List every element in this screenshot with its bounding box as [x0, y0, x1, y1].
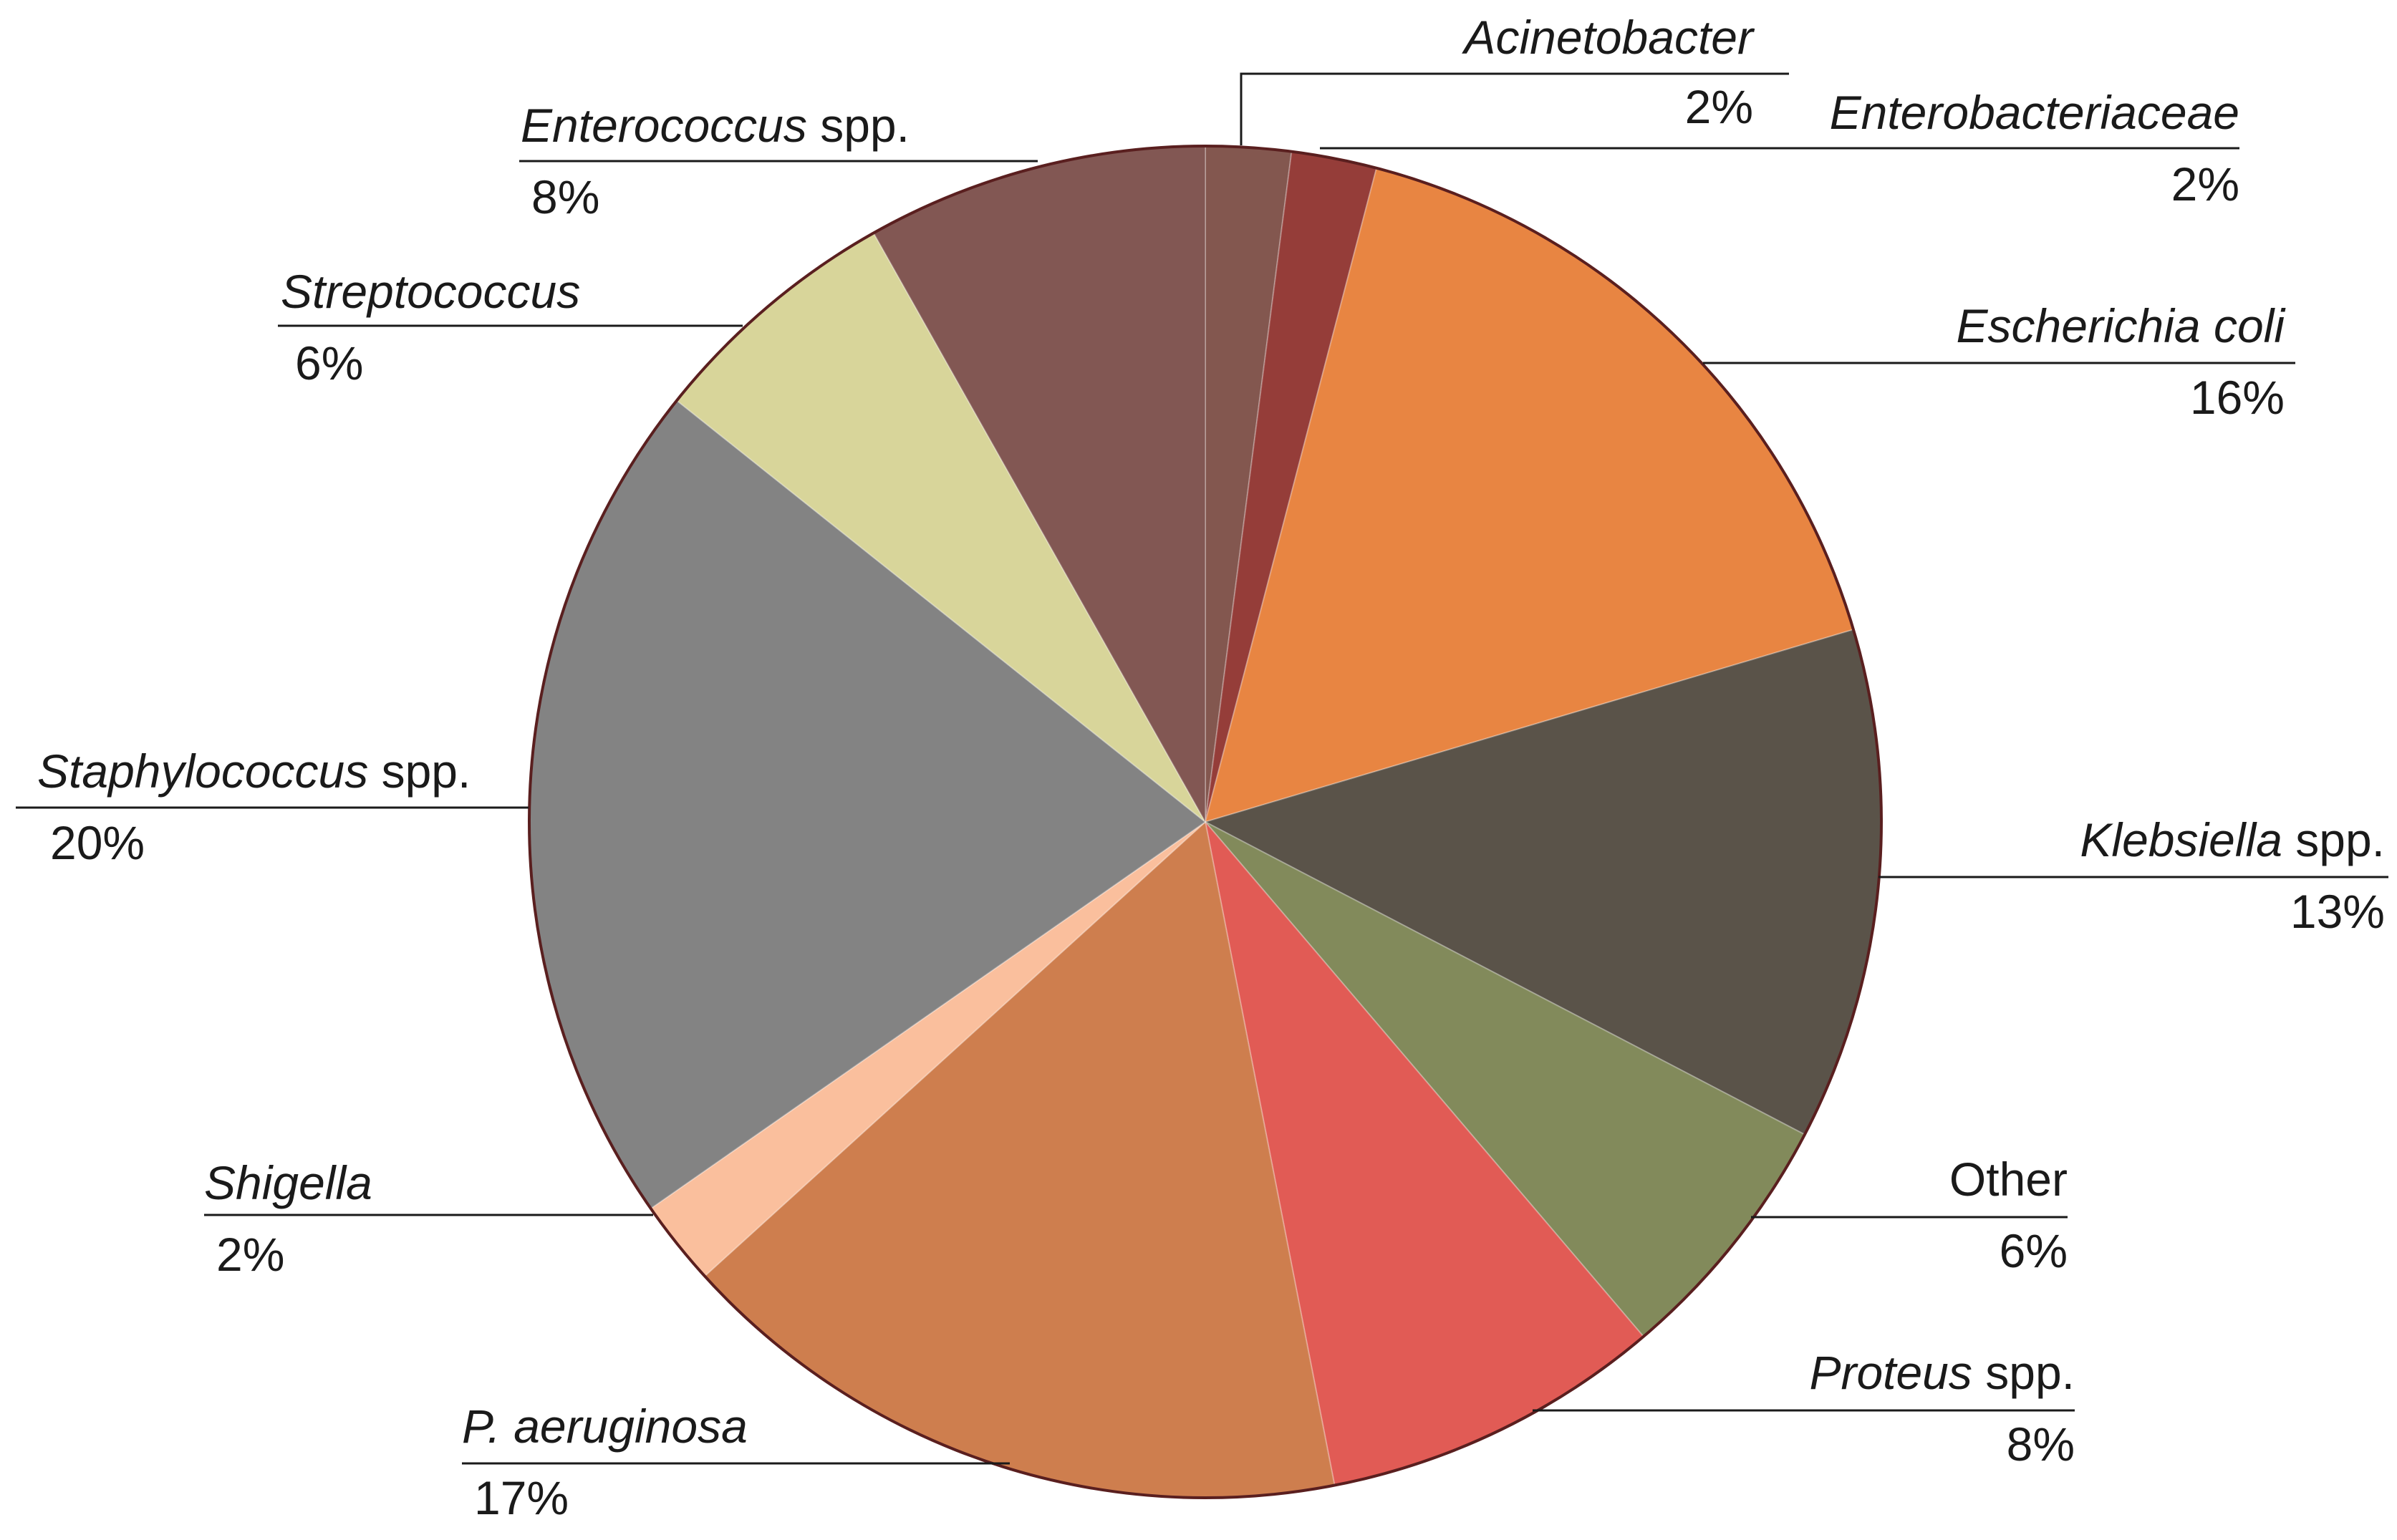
slice-percent-streptococcus: 6% [295, 336, 363, 389]
slice-percent-enterobacteriaceae: 2% [2171, 158, 2239, 210]
slice-label-other: Other [1949, 1153, 2068, 1206]
slice-percent-enterococcus-spp: 8% [531, 170, 599, 223]
slice-percent-proteus-spp: 8% [2007, 1418, 2075, 1471]
slice-label-enterobacteriaceae: Enterobacteriaceae [1830, 86, 2239, 139]
slice-label-acinetobacter: Acinetobacter [1461, 11, 1755, 64]
slice-label-shigella: Shigella [204, 1156, 372, 1209]
slice-label-escherichia-coli: Escherichia coli [1956, 299, 2286, 352]
slice-percent-p-aeruginosa: 17% [474, 1471, 569, 1524]
slice-percent-staphylococcus-spp: 20% [50, 816, 145, 869]
slice-label-enterococcus-spp: Enterococcus spp. [521, 99, 910, 152]
slice-percent-shigella: 2% [216, 1228, 284, 1281]
slice-percent-escherichia-coli: 16% [2190, 371, 2285, 424]
pie-outline [528, 145, 1883, 1499]
leader-line-acinetobacter [1240, 72, 1789, 145]
slice-label-staphylococcus-spp: Staphylococcus spp. [37, 745, 471, 798]
slice-percent-other: 6% [2000, 1224, 2068, 1277]
pie-labels: Acinetobacter 2% Enterobacteriaceae 2% Esche… [16, 11, 2388, 1524]
slice-label-streptococcus: Streptococcus [281, 265, 580, 318]
slice-label-proteus-spp: Proteus spp. [1809, 1346, 2075, 1399]
slice-label-klebsiella-spp: Klebsiella spp. [2080, 813, 2385, 866]
slice-label-p-aeruginosa: P. aeruginosa [462, 1400, 748, 1453]
slice-percent-klebsiella-spp: 13% [2290, 885, 2385, 938]
slice-percent-acinetobacter: 2% [1685, 80, 1753, 133]
pie-slices [528, 145, 1883, 1499]
